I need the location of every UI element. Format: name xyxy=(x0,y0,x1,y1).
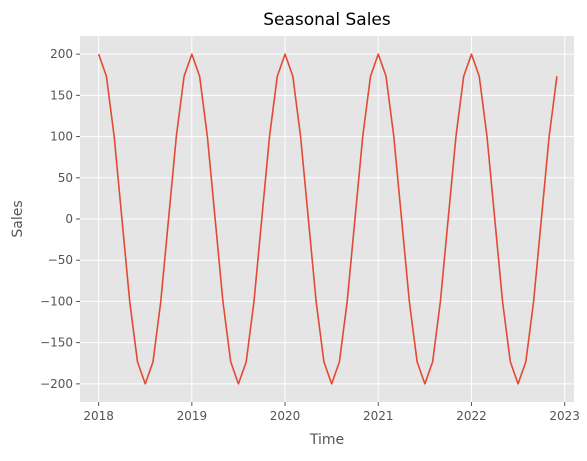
x-tick-label: 2022 xyxy=(456,409,487,423)
chart-title: Seasonal Sales xyxy=(263,10,391,30)
y-tick-label: 100 xyxy=(50,130,73,144)
y-tick-label: 0 xyxy=(65,212,73,226)
axis-ticks: 2018 2019 2020 2021 2022 2023 200 150 100 50 0 −50 −… xyxy=(40,47,580,423)
y-tick-label: −50 xyxy=(48,253,73,267)
series-layer xyxy=(97,53,558,385)
y-tick-label: −100 xyxy=(40,294,73,308)
y-tick-label: 150 xyxy=(50,88,73,102)
y-axis-title: Sales xyxy=(10,200,26,237)
x-tick-label: 2019 xyxy=(177,409,208,423)
x-tick-label: 2018 xyxy=(83,409,114,423)
x-tick-label: 2023 xyxy=(549,409,580,423)
x-tick-label: 2020 xyxy=(270,409,301,423)
series-line xyxy=(97,53,558,385)
x-tick-label: 2021 xyxy=(363,409,394,423)
y-tick-label: 200 xyxy=(50,47,73,61)
y-tick-label: −200 xyxy=(40,377,73,391)
x-axis-title: Time xyxy=(309,432,344,448)
y-tick-label: −150 xyxy=(40,336,73,350)
y-tick-label: 50 xyxy=(58,171,73,185)
